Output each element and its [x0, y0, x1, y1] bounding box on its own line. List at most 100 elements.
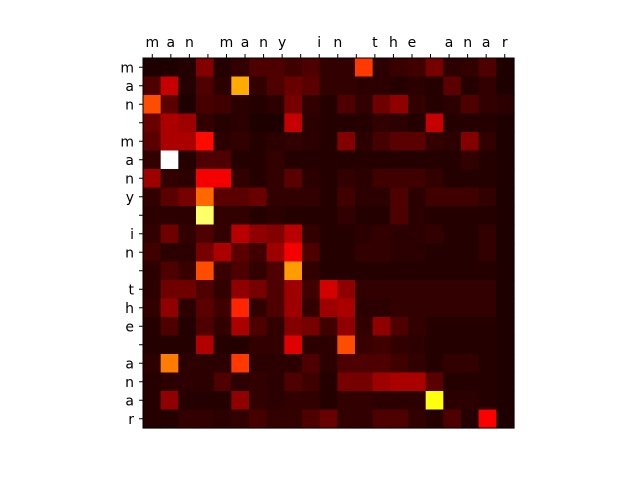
heatmap-cell: [196, 335, 215, 355]
heatmap-cell: [478, 354, 497, 374]
x-tick-label: m: [145, 35, 159, 51]
heatmap-cell: [266, 58, 285, 78]
heatmap-cell: [143, 224, 162, 244]
heatmap-cell: [231, 169, 250, 189]
heatmap-cell: [478, 169, 497, 189]
heatmap-cell: [443, 335, 462, 355]
heatmap-cell: [302, 335, 321, 355]
heatmap-cell: [390, 169, 409, 189]
heatmap-cell: [249, 224, 268, 244]
heatmap-cell: [443, 206, 462, 226]
heatmap-cell: [390, 354, 409, 374]
heatmap-cell: [390, 58, 409, 78]
heatmap-cell: [461, 335, 480, 355]
heatmap-cell: [284, 243, 303, 263]
heatmap-cell: [143, 187, 162, 207]
heatmap-cell: [160, 243, 179, 263]
heatmap-cell: [496, 95, 515, 115]
heatmap-cell: [372, 409, 391, 429]
heatmap-cell: [337, 261, 356, 281]
heatmap-cell: [231, 76, 250, 96]
heatmap-cell: [178, 150, 197, 170]
heatmap-cell: [302, 372, 321, 392]
heatmap-cell: [425, 391, 444, 411]
x-tick-label: i: [317, 35, 321, 51]
x-tick-label: r: [502, 35, 508, 51]
heatmap-cell: [143, 95, 162, 115]
heatmap-cell: [231, 224, 250, 244]
heatmap-cell: [196, 280, 215, 300]
heatmap-cell: [284, 132, 303, 152]
y-tick-label: n: [125, 245, 134, 261]
heatmap-cell: [408, 280, 427, 300]
heatmap-cell: [178, 187, 197, 207]
y-tick-label: t: [129, 282, 135, 298]
x-tick-label: n: [333, 35, 342, 51]
heatmap-cell: [213, 58, 232, 78]
heatmap-cell: [178, 280, 197, 300]
heatmap-cell: [425, 169, 444, 189]
heatmap-cell: [302, 317, 321, 337]
heatmap-cell: [496, 298, 515, 318]
heatmap-cell: [443, 224, 462, 244]
heatmap-cell: [355, 150, 374, 170]
heatmap-cell: [266, 243, 285, 263]
heatmap-cell: [160, 409, 179, 429]
heatmap-cell: [496, 187, 515, 207]
heatmap-cell: [461, 76, 480, 96]
heatmap-cell: [443, 354, 462, 374]
heatmap-cell: [443, 113, 462, 133]
heatmap-cell: [478, 113, 497, 133]
heatmap-cell: [143, 132, 162, 152]
heatmap-cell: [160, 150, 179, 170]
heatmap-cell: [425, 58, 444, 78]
heatmap-cell: [425, 261, 444, 281]
y-tick-label: r: [128, 412, 134, 428]
heatmap-cell: [372, 298, 391, 318]
heatmap-cell: [496, 58, 515, 78]
heatmap-cell: [461, 317, 480, 337]
heatmap-cell: [319, 261, 338, 281]
heatmap-cell: [266, 391, 285, 411]
heatmap-cell: [302, 150, 321, 170]
heatmap-cell: [178, 298, 197, 318]
x-tick-label: t: [372, 35, 378, 51]
heatmap-cell: [319, 58, 338, 78]
heatmap-cell: [266, 187, 285, 207]
heatmap-cell: [143, 243, 162, 263]
heatmap-cell: [249, 317, 268, 337]
heatmap-cell: [355, 298, 374, 318]
heatmap-cell: [355, 224, 374, 244]
heatmap-cell: [337, 354, 356, 374]
heatmap-cell: [178, 169, 197, 189]
heatmap-cell: [196, 76, 215, 96]
heatmap-cell: [319, 317, 338, 337]
heatmap-cell: [231, 409, 250, 429]
heatmap-cell: [408, 409, 427, 429]
heatmap-cell: [478, 132, 497, 152]
heatmap-cell: [496, 280, 515, 300]
y-tick-label: h: [125, 301, 134, 317]
heatmap-cell: [390, 335, 409, 355]
heatmap-cell: [425, 132, 444, 152]
heatmap-cell: [302, 280, 321, 300]
heatmap-cell: [478, 224, 497, 244]
heatmap-cell: [284, 113, 303, 133]
heatmap-cell: [478, 298, 497, 318]
heatmap-cell: [196, 169, 215, 189]
heatmap-cell: [196, 354, 215, 374]
heatmap-cell: [319, 298, 338, 318]
heatmap-cell: [231, 261, 250, 281]
heatmap-cell: [284, 206, 303, 226]
heatmap-cell: [160, 113, 179, 133]
heatmap-cell: [213, 243, 232, 263]
heatmap-cell: [196, 317, 215, 337]
heatmap-cell: [319, 409, 338, 429]
heatmap-cell: [355, 113, 374, 133]
heatmap-cell: [284, 187, 303, 207]
heatmap-cell: [425, 372, 444, 392]
heatmap-cell: [302, 261, 321, 281]
heatmap-cell: [231, 372, 250, 392]
heatmap-cell: [160, 169, 179, 189]
